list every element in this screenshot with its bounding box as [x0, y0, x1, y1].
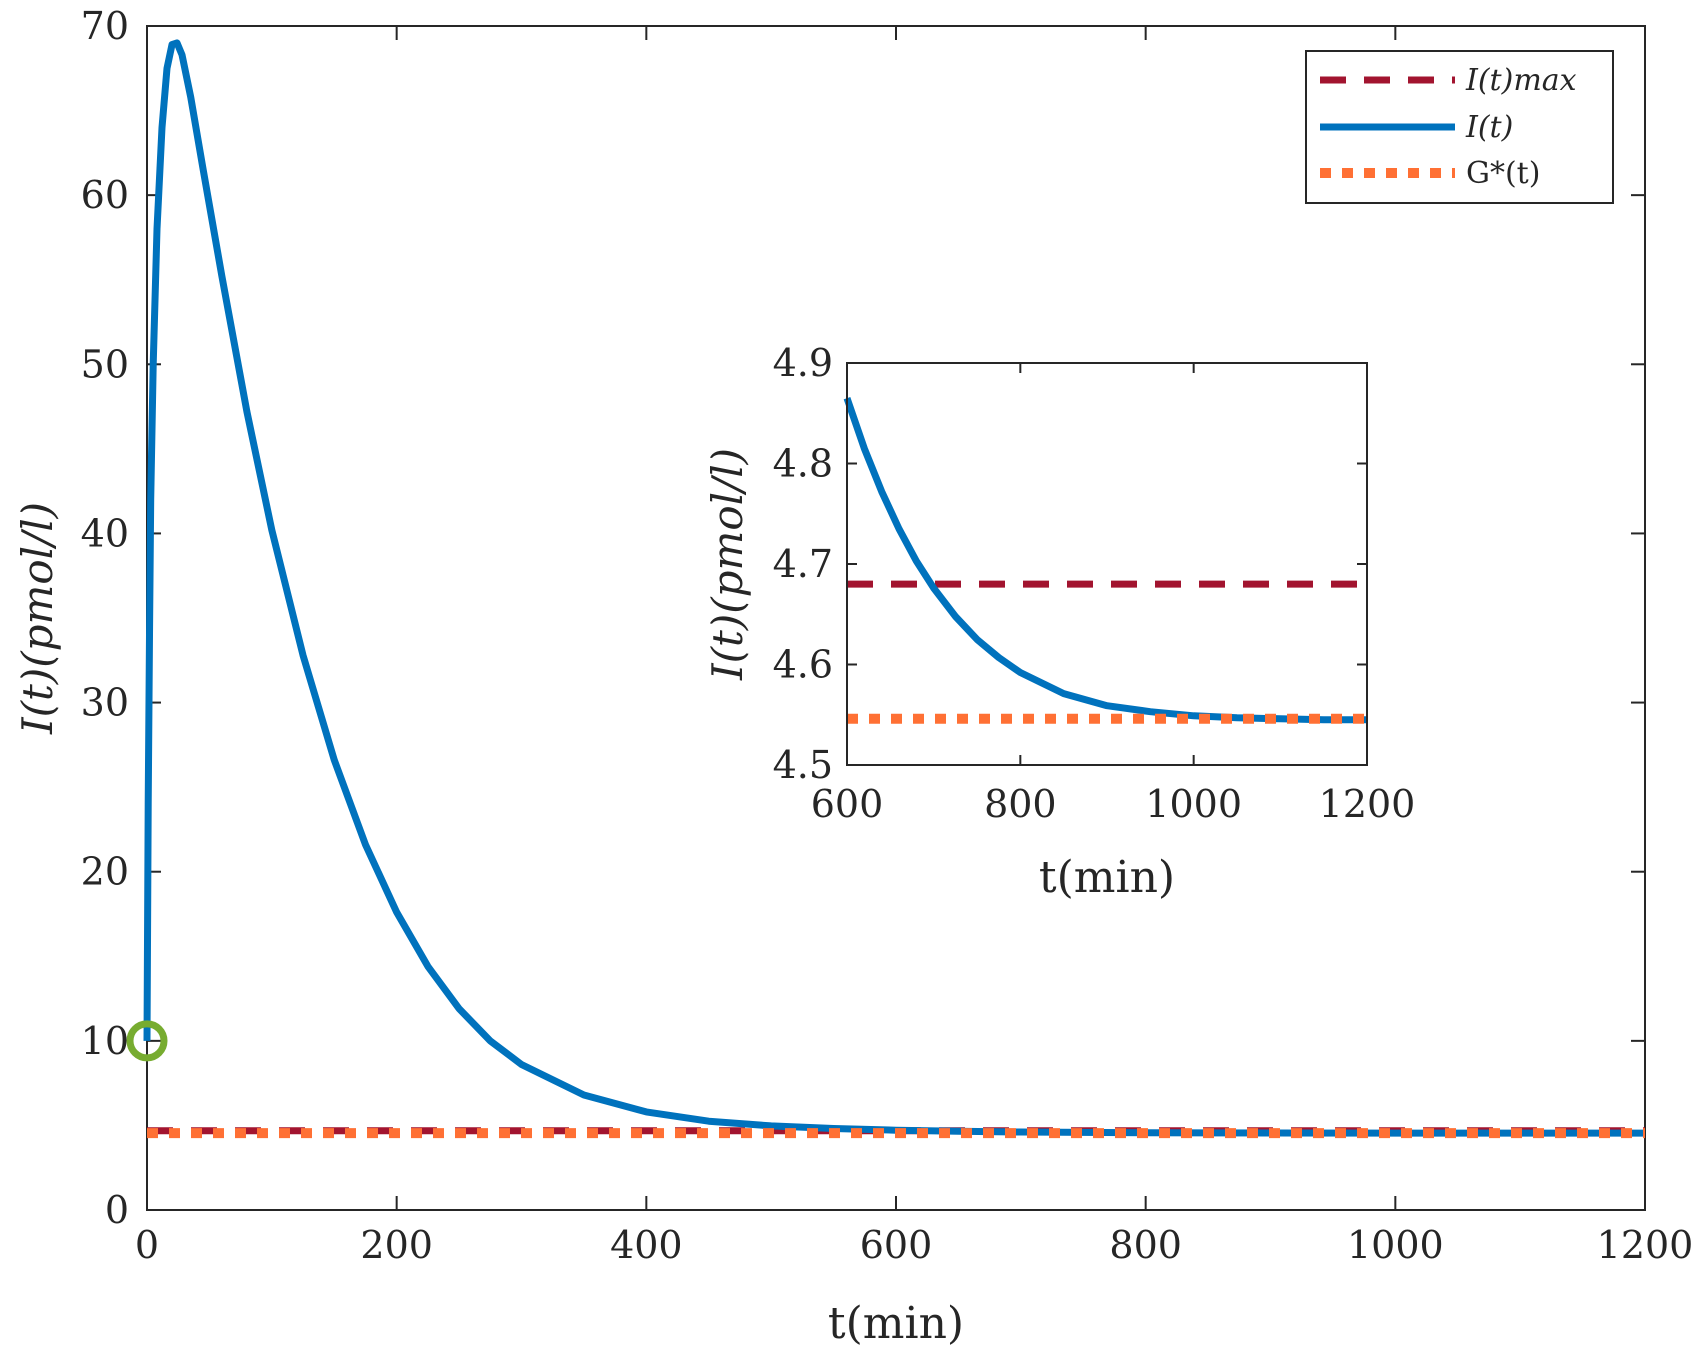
inset-x-tick-label: 600: [811, 782, 884, 826]
main-series: [143, 39, 1645, 1139]
main-x-tick-label: 1200: [1597, 1223, 1694, 1267]
main-x-tick-label: 200: [360, 1223, 433, 1267]
main-series-i: [143, 39, 1645, 1137]
legend-label-g-star: G*(t): [1466, 156, 1540, 191]
inset-ticks: [846, 362, 1368, 766]
inset-y-tick-label: 4.6: [773, 643, 833, 687]
main-y-tick-label: 0: [105, 1188, 129, 1232]
legend-label-i-max: I(t)max: [1465, 63, 1577, 98]
inset-y-tick-label: 4.5: [773, 743, 833, 787]
main-x-tick-label: 1000: [1347, 1223, 1444, 1267]
main-y-tick-label: 30: [81, 681, 129, 725]
main-y-tick-label: 20: [81, 850, 129, 894]
inset-plot: 600 800 1000 1200 4.5 4.6 4.7 4.8 4.9 t(min) I(t…: [703, 341, 1415, 903]
main-x-tick-label: 0: [135, 1223, 159, 1267]
inset-background: [847, 363, 1367, 765]
main-tick-labels: 0 200 400 600 800 1000 1200 0 10 20 30 40 50 60 70: [81, 4, 1694, 1267]
inset-y-tick-label: 4.8: [773, 442, 833, 486]
main-x-axis-label: t(min): [828, 1298, 964, 1349]
main-x-tick-label: 600: [860, 1223, 933, 1267]
inset-x-axis-label: t(min): [1039, 852, 1175, 903]
initial-condition-marker: [126, 1020, 168, 1062]
main-y-tick-label: 10: [81, 1019, 129, 1063]
main-plot: 0 200 400 600 800 1000 1200 0 10 20 30 40 50 60 70 t(m…: [13, 4, 1693, 1349]
inset-x-tick-label: 1000: [1145, 782, 1242, 826]
inset-tick-labels: 600 800 1000 1200 4.5 4.6 4.7 4.8 4.9: [773, 341, 1416, 826]
main-y-tick-label: 40: [81, 511, 129, 555]
inset-series: [843, 397, 1367, 724]
legend-label-i: I(t): [1465, 110, 1513, 145]
inset-x-tick-label: 800: [984, 782, 1057, 826]
inset-y-tick-label: 4.9: [773, 341, 833, 385]
main-y-tick-label: 60: [81, 173, 129, 217]
main-y-tick-label: 50: [81, 342, 129, 386]
main-y-axis-label: I(t)(pmol/l): [13, 502, 62, 735]
main-x-tick-label: 400: [610, 1223, 683, 1267]
inset-x-tick-label: 1200: [1319, 782, 1416, 826]
inset-y-axis-label: I(t)(pmol/l): [703, 448, 752, 681]
main-x-tick-label: 800: [1109, 1223, 1182, 1267]
legend: I(t)max I(t) G*(t): [1305, 50, 1614, 204]
inset-y-tick-label: 4.7: [773, 542, 833, 586]
main-y-tick-label: 70: [81, 4, 129, 48]
